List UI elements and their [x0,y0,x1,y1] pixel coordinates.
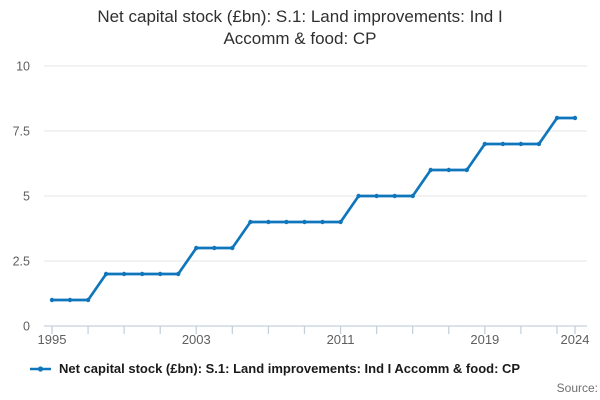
data-point-2018[interactable] [464,167,469,173]
legend-item[interactable]: Net capital stock (£bn): S.1: Land impro… [30,361,520,376]
data-point-2005[interactable] [230,245,235,251]
data-point-1997[interactable] [85,297,91,303]
x-tick-label-2024: 2024 [561,332,590,347]
x-tick-label-1995: 1995 [38,332,67,347]
legend-label: Net capital stock (£bn): S.1: Land impro… [59,361,521,376]
legend-line-marker-icon [30,365,51,372]
data-point-2015[interactable] [410,193,415,199]
data-point-2008[interactable] [284,219,289,225]
data-point-2011[interactable] [338,219,343,225]
chart-title-line1: Net capital stock (£bn): S.1: Land impro… [97,7,503,26]
data-point-2024[interactable] [572,115,578,121]
data-point-2017[interactable] [446,167,451,173]
data-point-2001[interactable] [158,271,163,277]
data-point-2006[interactable] [248,219,253,225]
data-point-2023[interactable] [554,115,560,121]
data-point-1995[interactable] [49,297,55,303]
data-point-2009[interactable] [302,219,307,225]
y-tick-label-5: 5 [23,190,30,204]
source-label: Source: [556,381,598,395]
data-point-2021[interactable] [518,141,524,147]
x-tick-label-2011: 2011 [327,332,355,347]
data-point-2013[interactable] [374,193,379,199]
y-tick-label-10: 10 [16,60,30,74]
x-tick-label-2019: 2019 [470,332,499,347]
data-point-2004[interactable] [212,245,217,251]
data-point-1998[interactable] [103,271,109,277]
chart-title: Net capital stock (£bn): S.1: Land impro… [0,6,600,50]
x-tick-label-2003: 2003 [182,332,211,347]
y-tick-label-0: 0 [23,320,30,334]
data-point-2002[interactable] [176,271,181,277]
data-point-2019[interactable] [482,141,487,147]
data-point-2010[interactable] [320,219,325,225]
data-point-2016[interactable] [428,167,433,173]
data-point-2020[interactable] [500,141,506,147]
data-point-1999[interactable] [121,271,127,277]
data-point-2022[interactable] [536,141,542,147]
y-tick-label-2.5: 2.5 [13,255,30,269]
data-point-2000[interactable] [140,271,145,277]
data-point-1996[interactable] [67,297,73,303]
data-point-2003[interactable] [194,245,199,251]
data-point-2012[interactable] [356,193,361,199]
chart-title-line2: Accomm & food: CP [223,29,377,48]
data-point-2014[interactable] [392,193,397,199]
data-point-2007[interactable] [266,219,271,225]
y-tick-label-7.5: 7.5 [13,125,30,139]
series-line [50,116,577,302]
